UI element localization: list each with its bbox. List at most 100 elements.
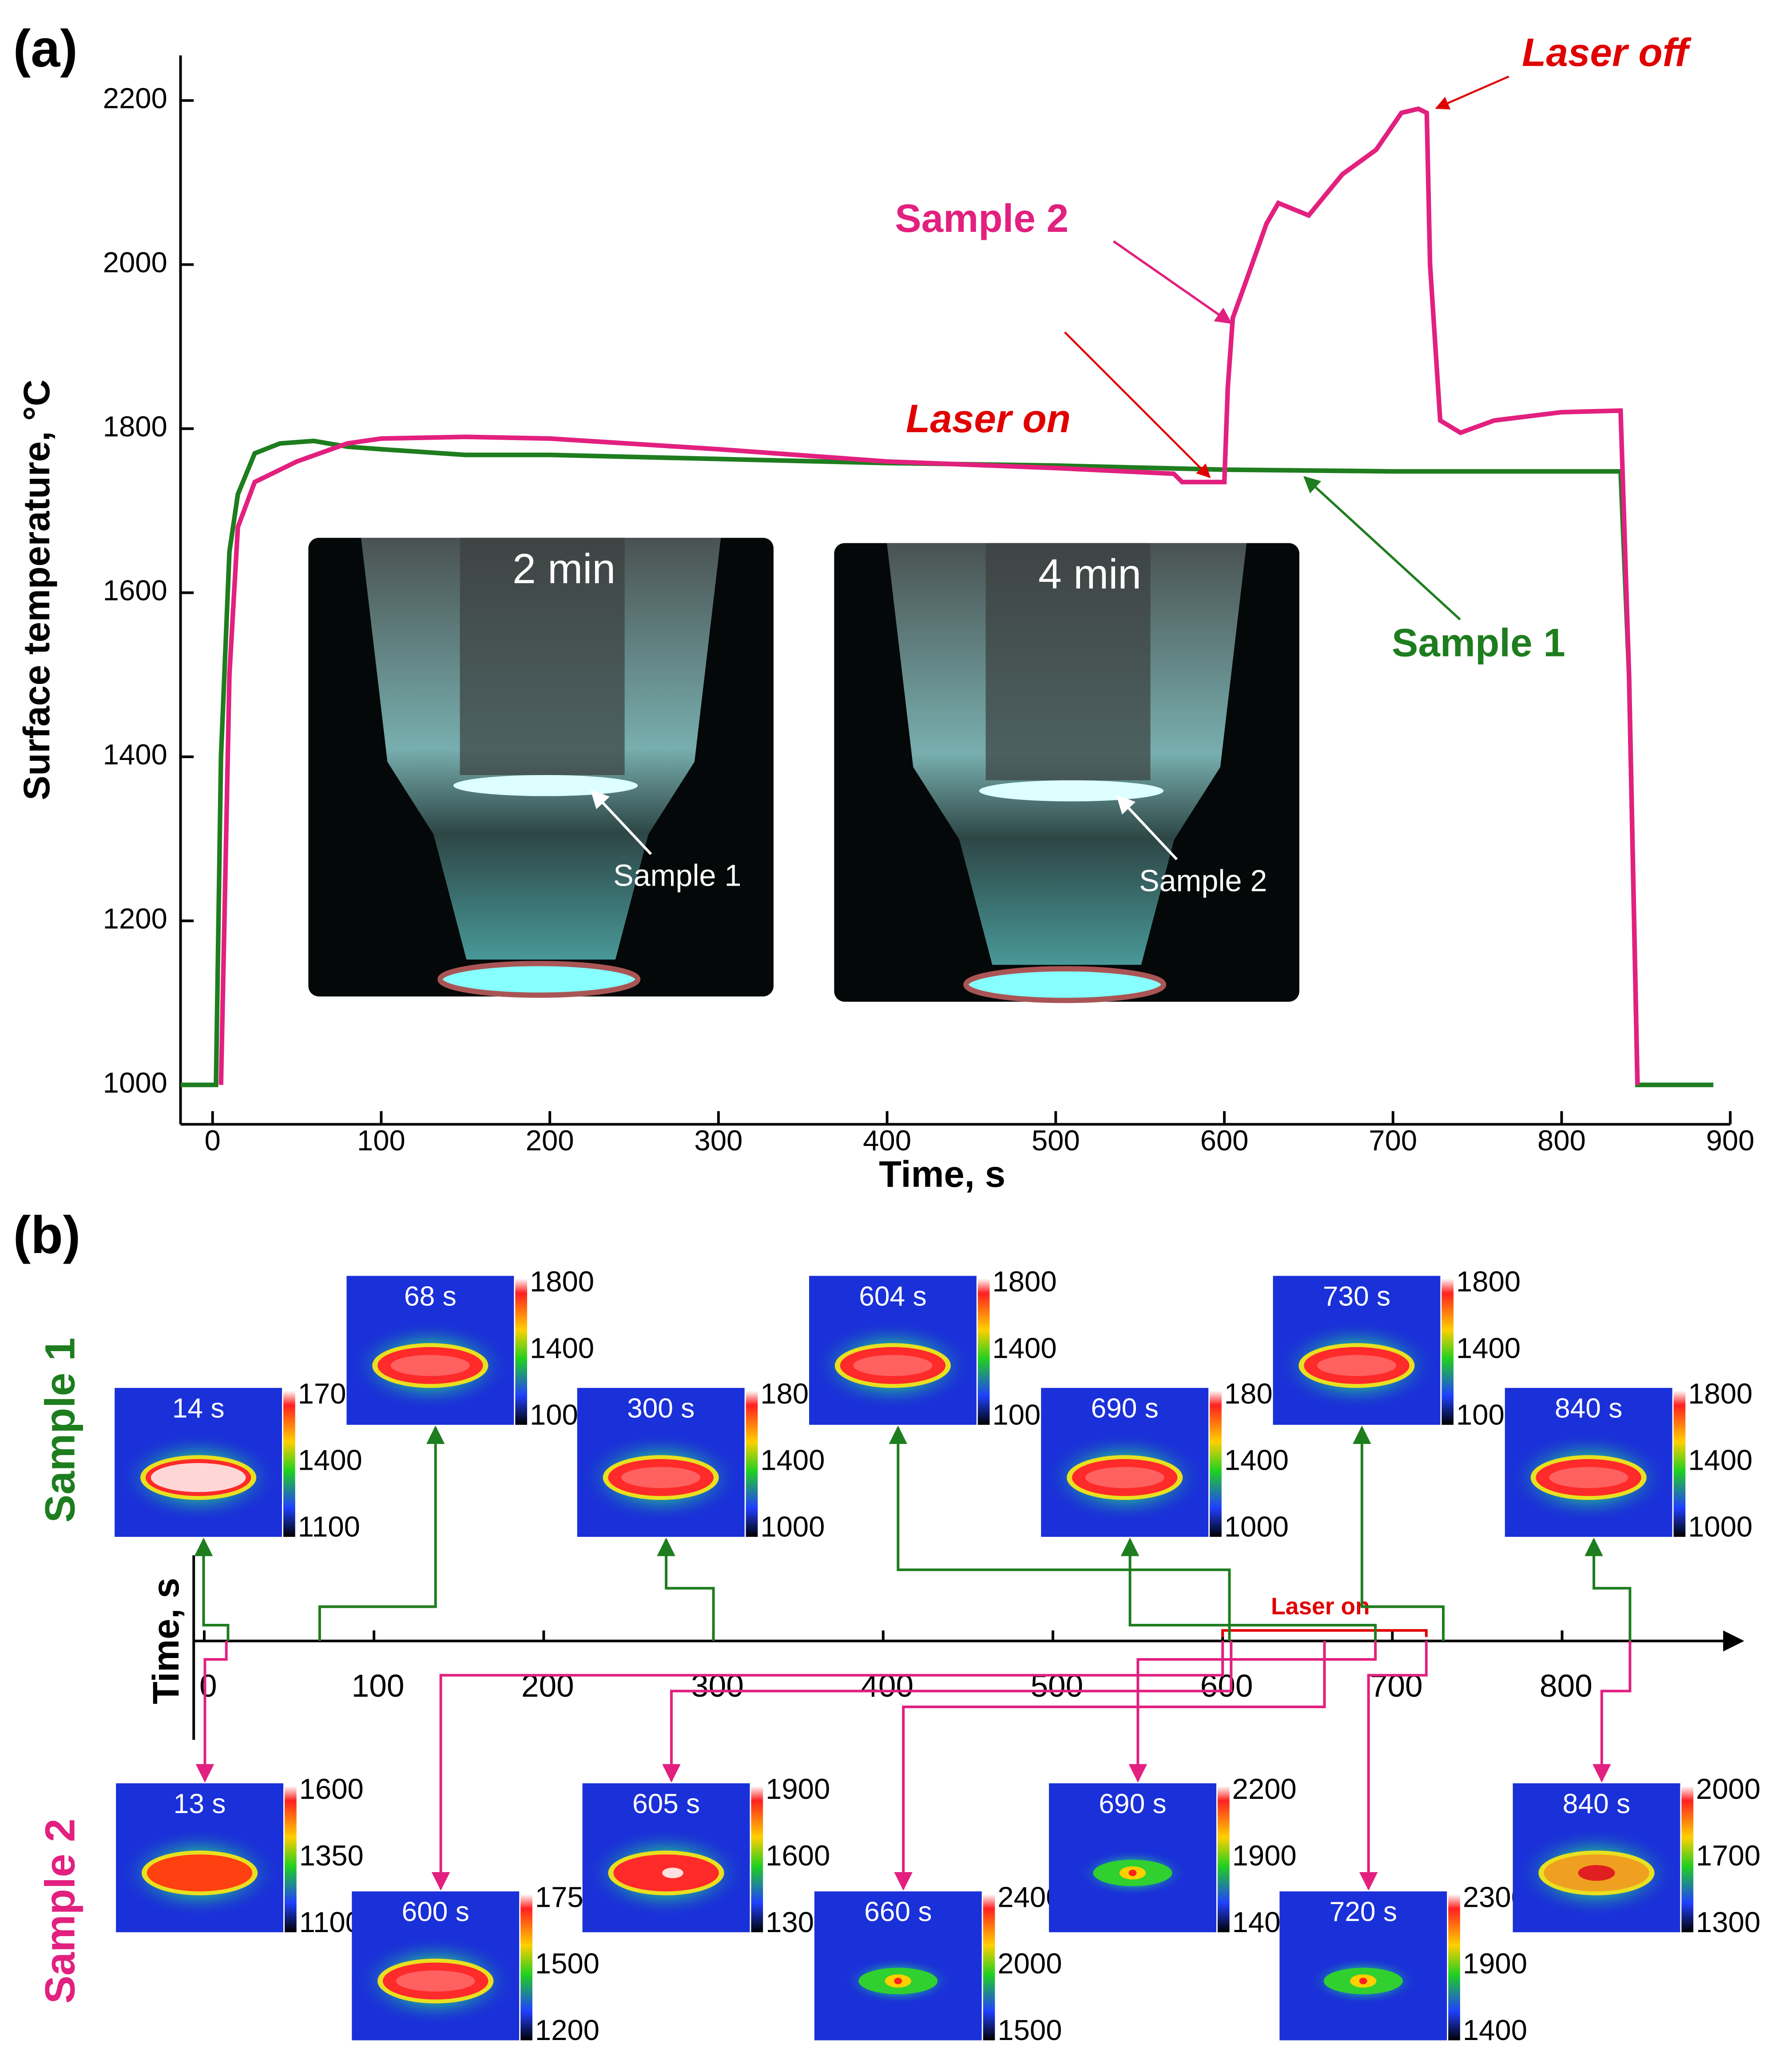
color-bar-label: 1350 [299, 1839, 364, 1872]
color-bar-label: 1100 [299, 1906, 361, 1938]
spot-core [621, 1467, 701, 1488]
photo-arrow [1116, 795, 1178, 860]
annotation: Laser off [1522, 30, 1692, 74]
y-tick-label: 1000 [103, 1066, 167, 1099]
photo: 2 min Sample 1 [308, 537, 774, 998]
annotation-arrow [1112, 240, 1232, 324]
series-label: Sample 1 [1392, 620, 1565, 665]
connector [1353, 1425, 1445, 1641]
nozzle [963, 966, 1167, 1003]
thermal-image: 840 s 1800 1400 1000 [1505, 1377, 1752, 1543]
x-tick-label: 0 [205, 1124, 221, 1157]
color-bar [1448, 1894, 1460, 2040]
x-tick-label: 600 [1200, 1124, 1249, 1157]
spot-hot [1359, 1977, 1367, 1985]
x-tick-label: 400 [863, 1124, 911, 1157]
time-label: 300 s [627, 1393, 695, 1424]
color-bar [284, 1786, 297, 1933]
x-tick-label: 100 [357, 1124, 405, 1157]
y-tick-label: 2200 [103, 82, 167, 115]
spot-core [662, 1867, 683, 1878]
color-bar [1441, 1278, 1454, 1425]
time-label: 840 s [1563, 1789, 1630, 1819]
spot-core [853, 1355, 933, 1376]
time-label: 14 s [172, 1393, 225, 1424]
spot-core [1578, 1865, 1615, 1881]
x-tick-label: 300 [694, 1124, 743, 1157]
color-bar-label: 1400 [1463, 2014, 1527, 2046]
color-bar-label: 1100 [298, 1511, 360, 1543]
time-tick-label: 100 [352, 1669, 405, 1704]
time-axis-label: Time, s [145, 1578, 187, 1704]
color-bar-label: 1900 [1232, 1839, 1297, 1872]
color-bar-label: 1400 [992, 1332, 1056, 1364]
color-bar-label: 1800 [992, 1265, 1056, 1298]
y-tick-label: 2000 [103, 246, 167, 278]
color-bar [746, 1390, 758, 1537]
photo-arrow [590, 789, 652, 855]
color-bar-label: 1400 [1688, 1444, 1752, 1476]
sample-holder [985, 543, 1151, 780]
x-tick-label: 800 [1537, 1124, 1586, 1157]
annotation-arrow [1303, 476, 1461, 620]
time-label: 730 s [1323, 1281, 1390, 1312]
series-line [180, 438, 1714, 1087]
spot [147, 1854, 253, 1892]
connector [1120, 1537, 1377, 1641]
color-bar-label: 1600 [766, 1839, 830, 1872]
color-bar-label: 1900 [766, 1773, 830, 1805]
spot-core [151, 1463, 246, 1492]
photo-label: Sample 1 [613, 859, 741, 892]
spot-core [1317, 1355, 1396, 1376]
time-tick-label: 800 [1540, 1669, 1592, 1704]
color-bar-label: 1400 [530, 1332, 594, 1364]
time-label: 720 s [1330, 1897, 1397, 1927]
laser-on-label: Laser on [1271, 1593, 1370, 1619]
time-label: 660 s [864, 1897, 932, 1927]
connector [1592, 1641, 1632, 1783]
thermal-image: 840 s 2000 1700 1300 [1513, 1773, 1760, 1938]
connector [194, 1537, 230, 1641]
laser-on-bracket [1221, 1629, 1428, 1637]
connector [195, 1641, 228, 1783]
nozzle [437, 961, 641, 998]
color-bar-label: 1000 [760, 1511, 825, 1543]
connector [1584, 1537, 1632, 1641]
x-tick-label: 700 [1369, 1124, 1417, 1157]
annotation: Laser on [906, 396, 1071, 441]
time-label: 600 s [402, 1897, 469, 1927]
time-label: 690 s [1099, 1789, 1166, 1819]
color-bar-label: 1800 [1688, 1377, 1752, 1410]
color-bar-label: 1400 [760, 1444, 825, 1476]
spot-core [1549, 1467, 1628, 1488]
color-bar-label: 2000 [997, 1947, 1062, 1980]
y-tick-label: 1800 [103, 410, 167, 442]
x-tick-label: 900 [1706, 1124, 1755, 1157]
x-axis-label: Time, s [879, 1153, 1005, 1195]
color-bar-label: 1400 [1224, 1444, 1289, 1476]
thermal-image: 13 s 1600 1350 1100 [116, 1773, 364, 1938]
spot-core [396, 1970, 475, 1992]
y-tick-label: 1600 [103, 574, 167, 607]
color-bar-label: 2200 [1232, 1773, 1297, 1805]
color-bar-label: 1300 [1696, 1906, 1760, 1938]
color-bar-label: 1200 [535, 2014, 600, 2046]
photo-title: 4 min [1038, 551, 1141, 598]
spot-core [1085, 1467, 1164, 1488]
spot-core [390, 1355, 470, 1376]
series-label: Sample 2 [895, 196, 1068, 240]
color-bar-label: 2000 [1696, 1773, 1760, 1805]
color-bar-label: 1400 [298, 1444, 362, 1476]
panel-label: (a) [13, 20, 78, 78]
time-tick-label: 0 [199, 1669, 217, 1704]
annotation-arrow [1064, 331, 1211, 478]
color-bar-label: 1000 [1224, 1511, 1289, 1543]
color-bar [1210, 1390, 1222, 1537]
